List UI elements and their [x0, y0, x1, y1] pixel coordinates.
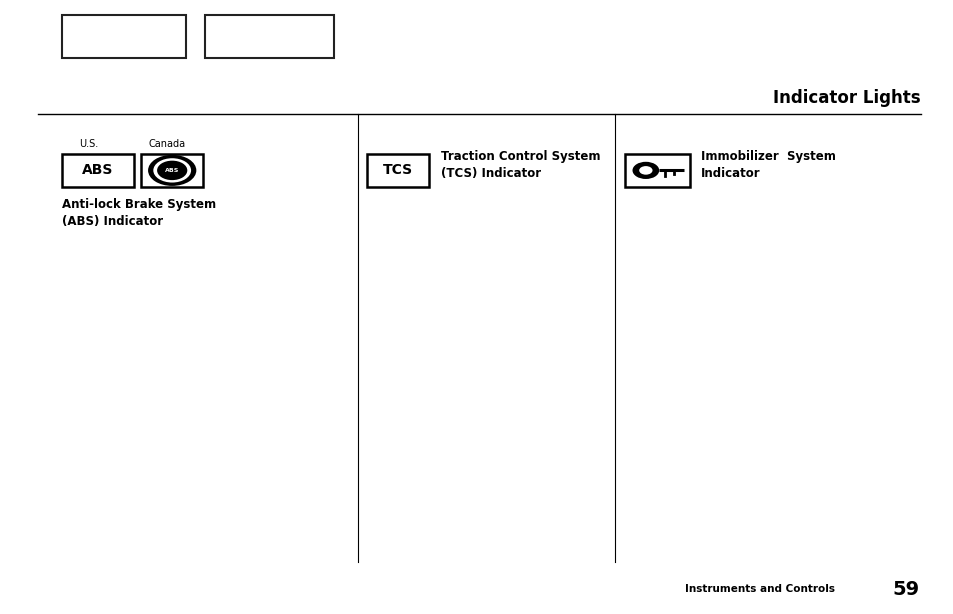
- Bar: [141, 154, 203, 187]
- Bar: [624, 154, 689, 187]
- Circle shape: [632, 161, 659, 179]
- Text: Immobilizer  System
Indicator: Immobilizer System Indicator: [700, 150, 835, 181]
- Text: Traction Control System
(TCS) Indicator: Traction Control System (TCS) Indicator: [440, 150, 599, 181]
- Text: ABS: ABS: [82, 163, 113, 177]
- Text: 59: 59: [891, 580, 918, 599]
- Text: U.S.: U.S.: [79, 139, 98, 149]
- Circle shape: [153, 158, 191, 182]
- Circle shape: [639, 166, 652, 175]
- Text: Anti-lock Brake System
(ABS) Indicator: Anti-lock Brake System (ABS) Indicator: [62, 198, 216, 228]
- Bar: [205, 15, 334, 58]
- Text: Instruments and Controls: Instruments and Controls: [684, 585, 834, 594]
- Text: Canada: Canada: [149, 139, 185, 149]
- Bar: [62, 15, 186, 58]
- Circle shape: [157, 161, 187, 180]
- Text: TCS: TCS: [383, 163, 413, 177]
- Bar: [367, 154, 429, 187]
- Circle shape: [148, 155, 196, 186]
- Bar: [62, 154, 133, 187]
- Text: Indicator Lights: Indicator Lights: [772, 89, 920, 107]
- Text: ABS: ABS: [165, 168, 179, 173]
